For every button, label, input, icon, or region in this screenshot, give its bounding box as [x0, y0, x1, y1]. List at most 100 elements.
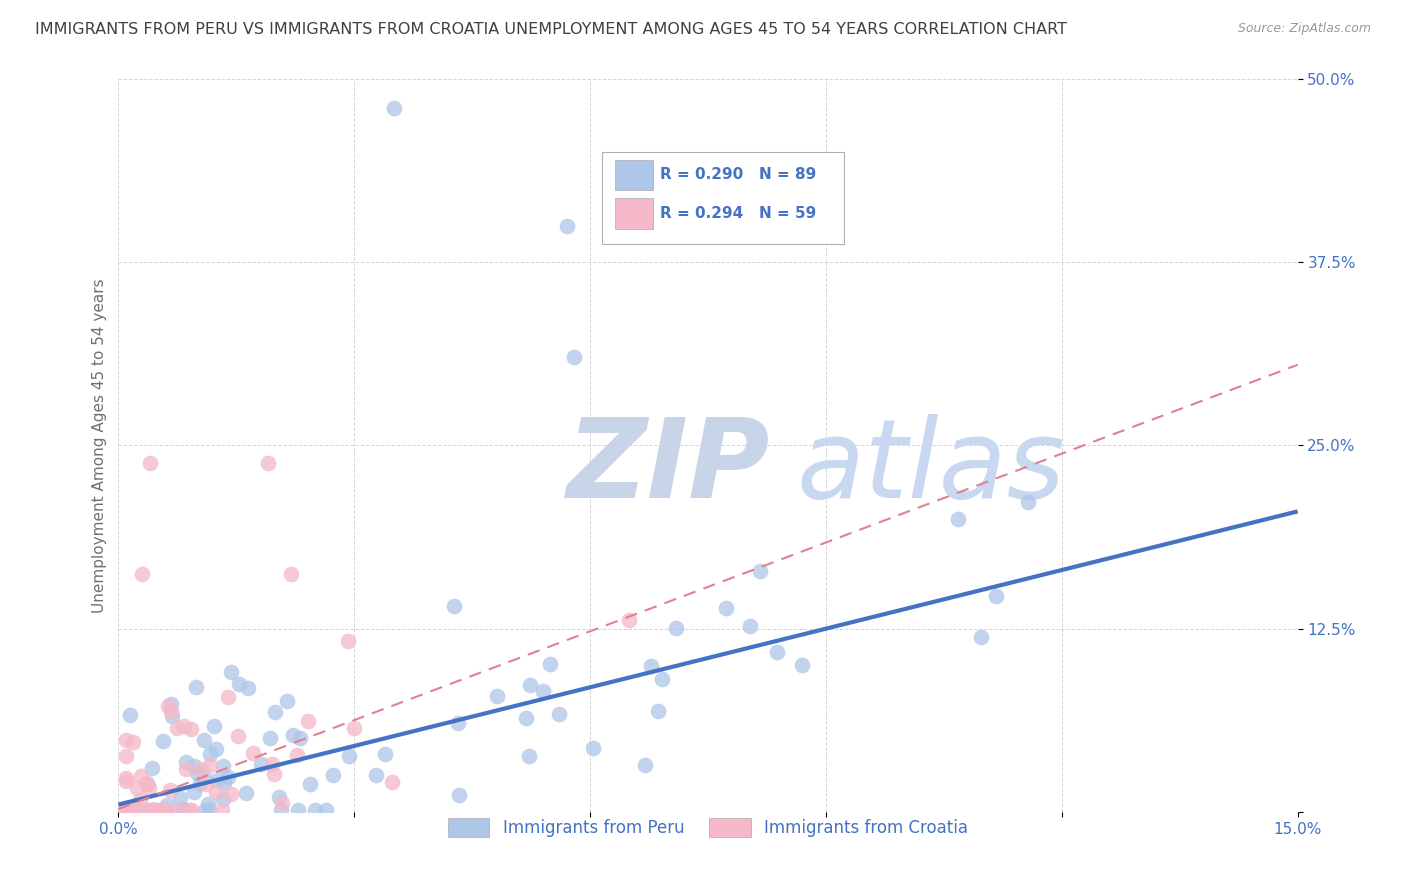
Point	[986, 590, 1008, 604]
Point	[156, 699, 179, 714]
Point	[447, 788, 470, 802]
Point	[159, 782, 181, 797]
Point	[665, 621, 688, 635]
Point	[337, 749, 360, 764]
Point	[141, 761, 163, 775]
Point	[195, 777, 218, 791]
Point	[145, 804, 167, 818]
Point	[515, 711, 537, 725]
Point	[263, 766, 285, 780]
Point	[212, 792, 235, 806]
Point	[193, 770, 215, 784]
Point	[150, 804, 173, 818]
Point	[447, 715, 470, 730]
Point	[128, 793, 150, 807]
Text: Source: ZipAtlas.com: Source: ZipAtlas.com	[1237, 22, 1371, 36]
Point	[204, 785, 226, 799]
Point	[200, 747, 222, 762]
Point	[135, 804, 157, 818]
Point	[290, 731, 312, 746]
Point	[167, 804, 190, 818]
Point	[211, 804, 233, 818]
Point	[153, 803, 176, 817]
Point	[197, 797, 219, 811]
Point	[217, 770, 239, 784]
Point	[749, 564, 772, 578]
Point	[160, 705, 183, 719]
Point	[118, 804, 141, 818]
Point	[205, 773, 228, 788]
Legend: Immigrants from Peru, Immigrants from Croatia: Immigrants from Peru, Immigrants from Cr…	[441, 811, 974, 844]
Point	[121, 804, 143, 818]
Point	[1017, 494, 1039, 508]
Point	[647, 704, 669, 718]
Point	[155, 798, 177, 813]
Point	[198, 804, 221, 818]
Point	[619, 613, 641, 627]
Point	[156, 804, 179, 818]
Point	[184, 680, 207, 694]
Point	[118, 708, 141, 723]
Point	[738, 619, 761, 633]
Point	[149, 804, 172, 818]
Point	[382, 101, 405, 115]
Point	[256, 456, 278, 470]
Point	[129, 769, 152, 783]
Point	[259, 731, 281, 745]
Point	[115, 771, 138, 785]
Point	[136, 776, 159, 790]
Text: atlas: atlas	[796, 414, 1066, 521]
Point	[186, 765, 208, 780]
Y-axis label: Unemployment Among Ages 45 to 54 years: Unemployment Among Ages 45 to 54 years	[93, 278, 107, 613]
Point	[443, 599, 465, 613]
Point	[125, 780, 148, 795]
Point	[250, 756, 273, 771]
Point	[135, 777, 157, 791]
Point	[115, 804, 138, 818]
Point	[188, 775, 211, 789]
Point	[212, 758, 235, 772]
Point	[194, 804, 217, 818]
Point	[183, 785, 205, 799]
Point	[315, 804, 337, 818]
Point	[264, 705, 287, 719]
Point	[238, 681, 260, 695]
Point	[634, 757, 657, 772]
Point	[640, 659, 662, 673]
Point	[176, 755, 198, 769]
Point	[651, 672, 673, 686]
Point	[115, 804, 138, 818]
Point	[121, 735, 143, 749]
Point	[269, 789, 291, 804]
Point	[145, 804, 167, 818]
Point	[179, 804, 201, 818]
Point	[125, 802, 148, 816]
Point	[115, 804, 138, 818]
Point	[173, 719, 195, 733]
FancyBboxPatch shape	[614, 160, 652, 190]
Point	[142, 804, 165, 818]
Point	[322, 768, 344, 782]
Point	[183, 759, 205, 773]
Point	[118, 804, 141, 818]
Point	[298, 777, 321, 791]
Point	[128, 804, 150, 818]
Point	[115, 733, 138, 747]
Point	[364, 767, 387, 781]
Point	[153, 804, 176, 818]
Point	[169, 791, 191, 805]
Point	[205, 742, 228, 756]
Point	[946, 512, 969, 526]
Point	[219, 665, 242, 680]
Point	[152, 804, 174, 818]
Point	[115, 774, 138, 789]
FancyBboxPatch shape	[602, 153, 844, 244]
Text: R = 0.290   N = 89: R = 0.290 N = 89	[659, 168, 815, 183]
Point	[970, 631, 993, 645]
Point	[115, 804, 138, 818]
Point	[142, 804, 165, 818]
Point	[531, 684, 554, 698]
Text: R = 0.294   N = 59: R = 0.294 N = 59	[659, 206, 815, 221]
Point	[131, 567, 153, 582]
Point	[486, 690, 509, 704]
